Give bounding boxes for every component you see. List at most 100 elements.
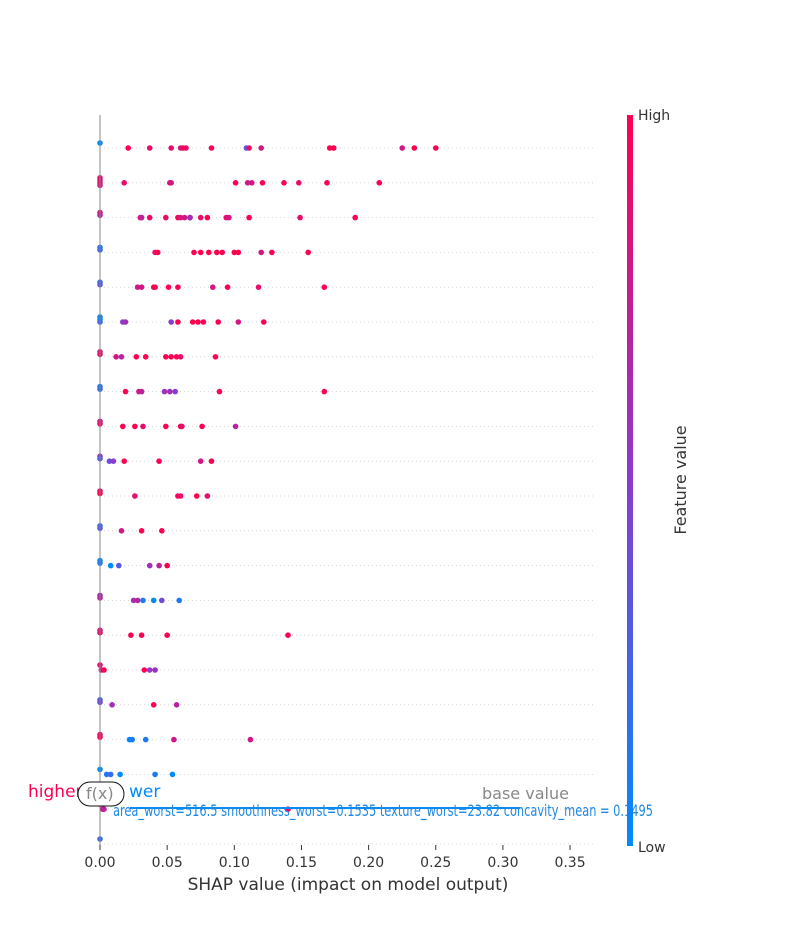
- shap-point: [231, 249, 238, 256]
- shap-point: [206, 249, 212, 256]
- colorbar-title: Feature value: [671, 425, 690, 534]
- shap-point: [179, 423, 185, 430]
- shap-point: [152, 284, 158, 291]
- shap-point: [118, 354, 125, 360]
- shap-point: [168, 354, 174, 360]
- shap-point: [232, 423, 239, 430]
- shap-point: [168, 180, 174, 186]
- shap-point: [167, 388, 173, 395]
- shap-point: [130, 597, 137, 604]
- shap-point: [224, 284, 231, 291]
- shap-point: [113, 354, 119, 360]
- shap-point: [199, 423, 205, 430]
- shap-point: [249, 180, 255, 186]
- shap-point: [138, 528, 145, 534]
- shap-point: [208, 458, 215, 465]
- shap-point: [134, 284, 141, 291]
- shap-point: [106, 458, 113, 465]
- shap-point: [154, 249, 161, 256]
- shap-point: [235, 249, 242, 256]
- shap-point: [163, 423, 169, 430]
- shap-dots: [97, 140, 439, 842]
- shap-point: [107, 562, 114, 569]
- shap-point: [210, 284, 216, 291]
- shap-point: [177, 354, 184, 360]
- shap-point: [132, 423, 138, 430]
- fx-label: f(x): [86, 784, 114, 803]
- shap-point: [321, 388, 328, 395]
- shap-point: [146, 145, 153, 151]
- shap-point: [173, 702, 180, 708]
- shap-point: [150, 702, 157, 708]
- shap-point: [120, 423, 126, 430]
- shap-point: [352, 214, 359, 221]
- shap-point: [171, 736, 177, 743]
- shap-point: [125, 145, 131, 151]
- shap-point: [232, 180, 239, 186]
- shap-point: [189, 319, 196, 325]
- shap-point: [258, 249, 265, 256]
- shap-point: [208, 145, 215, 151]
- x-axis-ticks: 0.00 0.05 0.10 0.15 0.20 0.25 0.30 0.35: [84, 845, 586, 871]
- shap-point: [142, 736, 149, 743]
- shap-point: [197, 458, 204, 465]
- shap-point: [216, 388, 223, 395]
- shap-point: [269, 249, 275, 256]
- shap-point: [146, 667, 153, 673]
- shap-point: [163, 214, 169, 221]
- shap-point: [215, 319, 221, 325]
- shap-point: [107, 771, 114, 778]
- shap-point: [261, 319, 267, 325]
- x-tick-label: 0.15: [286, 855, 317, 871]
- shap-point: [168, 319, 174, 325]
- shap-point: [235, 319, 242, 325]
- shap-point: [321, 284, 328, 291]
- shap-point: [177, 493, 184, 499]
- shap-point: [122, 388, 129, 395]
- shap-point: [109, 702, 115, 708]
- shap-point: [159, 528, 165, 534]
- row-gridlines: [100, 147, 595, 845]
- shap-point: [142, 354, 149, 360]
- shap-point: [195, 319, 201, 325]
- shap-point: [197, 214, 204, 221]
- shap-point: [305, 249, 312, 256]
- shap-point: [181, 214, 188, 221]
- shap-point: [138, 214, 145, 221]
- shap-point: [411, 145, 418, 151]
- shap-point: [134, 597, 141, 604]
- shap-point: [281, 180, 287, 186]
- shap-point: [297, 214, 303, 221]
- shap-point: [259, 180, 266, 186]
- shap-point: [146, 562, 153, 569]
- shap-point: [159, 597, 165, 604]
- shap-point: [116, 562, 122, 569]
- lower-label: wer: [129, 782, 160, 802]
- shap-point: [244, 180, 251, 186]
- shap-point: [175, 284, 181, 291]
- shap-point: [246, 214, 252, 221]
- shap-point: [169, 771, 176, 778]
- shap-point: [156, 562, 162, 569]
- shap-point: [191, 249, 197, 256]
- shap-point: [197, 249, 204, 256]
- shap-point: [146, 214, 153, 221]
- shap-point: [214, 249, 220, 256]
- higher-label: higher: [28, 782, 83, 802]
- x-tick-label: 0.30: [487, 855, 518, 871]
- shap-point: [152, 771, 158, 778]
- shap-point: [330, 145, 337, 151]
- shap-point: [103, 771, 110, 778]
- colorbar-high-label: High: [638, 108, 670, 124]
- shap-point: [117, 771, 123, 778]
- shap-point: [173, 354, 180, 360]
- shap-point: [129, 736, 135, 743]
- shap-point: [255, 284, 262, 291]
- x-tick-label: 0.35: [554, 855, 585, 871]
- shap-point: [226, 214, 232, 221]
- x-tick-label: 0.20: [353, 855, 384, 871]
- shap-point: [200, 319, 207, 325]
- shap-point: [156, 458, 162, 465]
- force-overlay: higher f(x) wer base value area_worst=51…: [28, 781, 653, 821]
